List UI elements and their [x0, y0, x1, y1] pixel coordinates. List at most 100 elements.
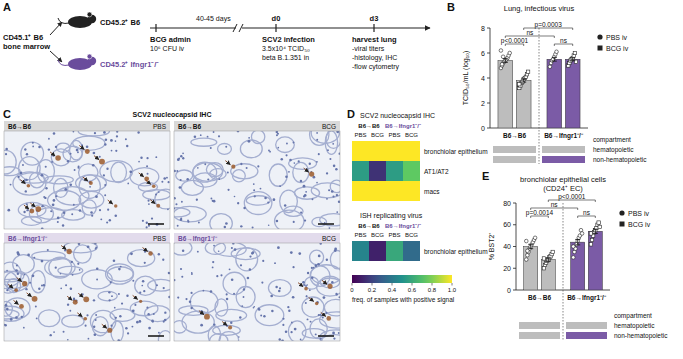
- axis-title: % BST2⁺: [488, 232, 495, 261]
- nucleus: [47, 249, 49, 251]
- row-label: AT1/AT2: [424, 168, 449, 175]
- nucleus: [139, 320, 142, 323]
- nucleus: [279, 338, 281, 340]
- nucleus: [325, 312, 327, 314]
- nucleus: [162, 259, 164, 261]
- tissue: [21, 142, 44, 165]
- nucleus: [25, 288, 27, 290]
- tissue: [289, 158, 317, 170]
- nucleus: [155, 194, 157, 196]
- nucleus: [333, 337, 335, 339]
- nucleus: [243, 207, 245, 209]
- nucleus: [258, 308, 260, 310]
- bar: [571, 242, 585, 290]
- nucleus: [99, 156, 101, 158]
- y-tick-label: 40: [503, 243, 511, 250]
- stain: [32, 296, 38, 302]
- colorbar-tick: [432, 283, 433, 286]
- nucleus: [257, 165, 259, 167]
- stain: [309, 171, 314, 176]
- tissue: [19, 157, 41, 180]
- bar: [498, 61, 513, 129]
- nucleus: [317, 263, 320, 266]
- tissue: [269, 164, 287, 186]
- nucleus: [45, 187, 47, 189]
- micrograph: [4, 243, 170, 341]
- pointer-arrow: [83, 177, 88, 181]
- nucleus: [67, 160, 69, 162]
- nucleus: [286, 143, 288, 145]
- y-tick: [487, 78, 490, 79]
- label: -histology, IHC: [352, 54, 397, 62]
- nucleus: [6, 270, 8, 272]
- nucleus: [176, 170, 178, 172]
- nucleus: [155, 156, 157, 158]
- micrograph-bg: [4, 131, 170, 229]
- nucleus: [316, 139, 318, 141]
- nucleus: [180, 155, 182, 157]
- nucleus: [41, 205, 43, 207]
- nucleus: [304, 219, 306, 221]
- nucleus: [64, 188, 67, 191]
- stain: [328, 284, 333, 289]
- nucleus: [182, 152, 184, 154]
- nucleus: [33, 257, 35, 259]
- nucleus: [175, 203, 177, 205]
- nucleus: [118, 293, 120, 295]
- data-point: [524, 258, 528, 262]
- tissue: [110, 309, 135, 321]
- stain: [152, 184, 156, 188]
- nucleus: [179, 186, 182, 189]
- y-tick-label: 0: [507, 287, 511, 294]
- column-label: BCG: [405, 132, 418, 138]
- tissue: [38, 310, 59, 327]
- data-point: [589, 232, 592, 235]
- nucleus: [240, 163, 242, 165]
- nucleus: [26, 209, 28, 211]
- mouse-ear: [87, 12, 92, 17]
- nucleus: [316, 161, 318, 163]
- nucleus: [200, 324, 203, 327]
- tissue: [182, 311, 214, 333]
- nucleus: [86, 314, 88, 316]
- y-tick-label: 0: [481, 125, 485, 132]
- stain: [114, 204, 117, 207]
- nucleus: [43, 284, 45, 286]
- stain: [85, 149, 90, 154]
- nucleus: [262, 260, 264, 262]
- nucleus: [312, 198, 314, 200]
- significance-bracket: [524, 28, 573, 30]
- nucleus: [104, 143, 106, 145]
- y-tick: [513, 224, 516, 225]
- nucleus: [292, 266, 294, 268]
- nucleus: [207, 136, 209, 138]
- nucleus: [114, 307, 116, 309]
- stain: [228, 325, 232, 329]
- nucleus: [119, 315, 121, 317]
- nucleus: [306, 296, 308, 298]
- nucleus: [146, 307, 148, 309]
- nucleus: [212, 261, 214, 263]
- error-bar: [552, 57, 557, 61]
- nucleus: [282, 318, 284, 320]
- nucleus: [6, 308, 9, 311]
- nucleus: [182, 250, 185, 253]
- heatmap-cell: [386, 161, 403, 181]
- nucleus: [67, 339, 69, 341]
- tissue: [78, 131, 109, 136]
- x-tick-label: B6→Ifngr1⁻/⁻: [544, 132, 584, 140]
- nucleus: [55, 267, 57, 269]
- nucleus: [185, 298, 187, 300]
- column-label: PBS: [354, 232, 366, 238]
- nucleus: [5, 148, 8, 151]
- stain: [22, 281, 27, 286]
- tissue: [135, 276, 156, 295]
- heatmap-title: ISH replicating virus: [360, 212, 423, 220]
- y-tick-label: 4: [481, 75, 485, 82]
- nucleus: [251, 252, 254, 255]
- nucleus: [177, 225, 179, 227]
- nucleus: [90, 211, 93, 214]
- pointer-arrow: [108, 200, 113, 204]
- timeline-tick: [275, 24, 276, 32]
- nucleus: [167, 208, 169, 210]
